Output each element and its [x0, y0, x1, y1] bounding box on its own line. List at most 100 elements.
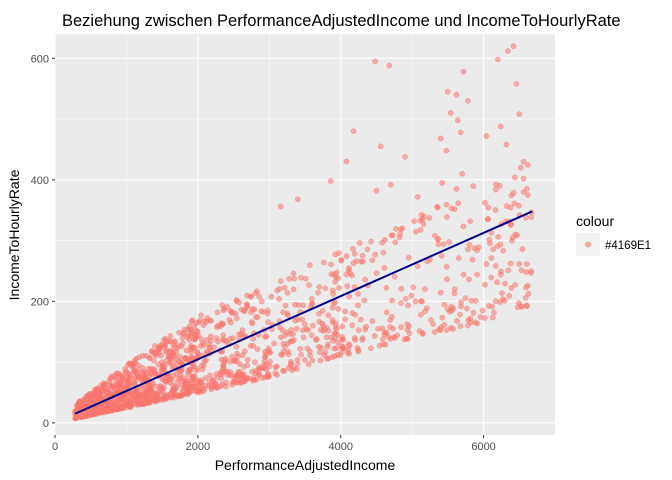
data-point: [368, 345, 374, 352]
data-point: [250, 374, 257, 381]
data-point: [381, 264, 388, 271]
data-point: [516, 111, 523, 118]
data-point: [497, 271, 504, 278]
data-point: [422, 286, 428, 292]
y-tick-label: 600: [31, 53, 49, 65]
data-point: [200, 322, 207, 329]
data-point: [355, 291, 361, 297]
data-point: [349, 310, 356, 316]
data-point: [295, 196, 301, 203]
data-point: [332, 324, 339, 331]
data-point: [356, 240, 363, 246]
data-point: [254, 314, 261, 321]
data-point: [332, 279, 339, 285]
data-point: [88, 411, 95, 418]
data-point: [455, 255, 462, 261]
data-point: [443, 201, 450, 208]
data-point: [146, 399, 153, 406]
data-point: [223, 383, 229, 390]
data-point: [482, 281, 488, 288]
data-point: [293, 325, 300, 332]
legend-title: colour: [576, 213, 614, 229]
data-point: [160, 392, 167, 398]
data-point: [277, 278, 284, 284]
data-point: [277, 324, 283, 331]
data-point: [150, 349, 157, 356]
data-point: [443, 263, 450, 270]
data-point: [519, 246, 526, 252]
data-point: [325, 312, 332, 319]
data-point: [336, 250, 342, 256]
data-point: [141, 368, 147, 375]
data-point: [133, 355, 140, 362]
data-point: [417, 217, 424, 224]
data-point: [417, 311, 424, 318]
data-point: [321, 352, 328, 359]
data-point: [391, 334, 397, 340]
data-point: [97, 386, 104, 392]
data-point: [350, 260, 357, 267]
data-point: [485, 216, 491, 223]
data-point: [190, 363, 197, 370]
data-point: [435, 241, 442, 248]
data-point: [379, 239, 385, 246]
data-point: [405, 302, 411, 309]
data-point: [424, 305, 430, 311]
data-point: [355, 347, 362, 353]
data-point: [339, 334, 345, 340]
data-point: [466, 276, 472, 283]
data-point: [292, 301, 298, 308]
data-point: [524, 282, 531, 289]
data-point: [389, 297, 395, 304]
data-point: [105, 389, 111, 396]
data-point: [185, 332, 191, 338]
data-point: [106, 408, 113, 415]
data-point: [455, 200, 462, 207]
data-point: [362, 326, 369, 333]
data-point: [248, 293, 255, 300]
data-point: [304, 345, 311, 352]
data-point: [177, 353, 183, 360]
data-point: [221, 337, 228, 344]
data-point: [129, 380, 136, 386]
data-point: [464, 305, 470, 312]
data-point: [505, 267, 512, 274]
data-point: [134, 389, 140, 395]
data-point: [351, 250, 358, 257]
data-point: [226, 316, 233, 323]
data-point: [274, 372, 280, 378]
x-tick-label: 0: [52, 441, 58, 453]
data-point: [318, 344, 325, 351]
data-point: [195, 377, 201, 384]
data-point: [345, 346, 352, 353]
data-point: [386, 62, 393, 69]
data-point: [405, 323, 412, 330]
data-point: [214, 384, 220, 391]
data-point: [369, 257, 376, 264]
data-point: [80, 400, 86, 406]
data-point: [342, 316, 349, 323]
data-point: [122, 365, 128, 372]
data-point: [172, 338, 178, 345]
data-point: [431, 329, 438, 335]
data-point: [321, 259, 327, 266]
data-point: [373, 270, 380, 276]
data-point: [175, 343, 182, 349]
data-point: [180, 340, 186, 347]
data-point: [213, 324, 220, 331]
data-point: [250, 342, 257, 349]
data-point: [244, 362, 251, 369]
data-point: [238, 331, 244, 337]
data-point: [302, 357, 308, 363]
data-point: [159, 341, 166, 347]
data-point: [415, 193, 421, 200]
data-point: [190, 373, 196, 380]
data-point: [488, 255, 495, 261]
data-point: [494, 243, 501, 249]
data-point: [233, 344, 240, 350]
data-point: [105, 402, 112, 409]
data-point: [316, 284, 323, 290]
data-point: [276, 296, 282, 302]
data-point: [248, 319, 255, 325]
data-point: [369, 318, 376, 325]
